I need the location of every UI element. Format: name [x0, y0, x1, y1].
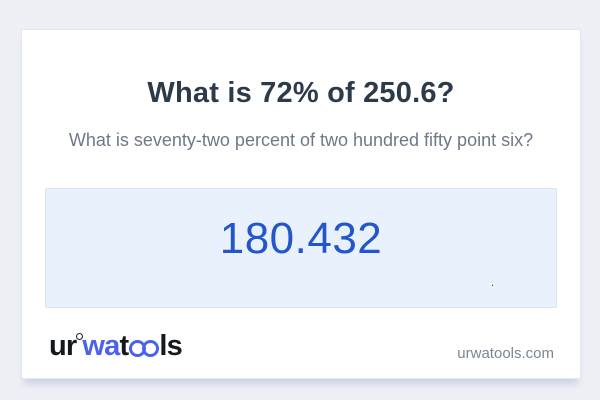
answer-value: 180.432: [219, 214, 383, 263]
double-o-icon: [129, 333, 160, 363]
o-circle-icon: [142, 340, 160, 357]
logo-text-t: t: [119, 330, 130, 362]
logo-text-wa: wa: [82, 330, 120, 362]
logo-text-ls: ls: [159, 330, 182, 362]
brand-logo: ur wat ls: [49, 330, 183, 363]
stray-dot: .: [490, 277, 494, 289]
question-card: What is 72% of 250.6? What is seventy-tw…: [21, 29, 581, 379]
question-subtitle: What is seventy-two percent of two hundr…: [68, 130, 534, 150]
card-footer: ur wat ls urwatools.com: [49, 331, 554, 363]
degree-ring-icon: [76, 333, 84, 340]
website-url: urwatools.com: [457, 345, 554, 362]
answer-box: 180.432 .: [45, 188, 557, 308]
logo-text-ur: ur: [49, 330, 77, 362]
question-title: What is 72% of 250.6?: [147, 77, 455, 109]
